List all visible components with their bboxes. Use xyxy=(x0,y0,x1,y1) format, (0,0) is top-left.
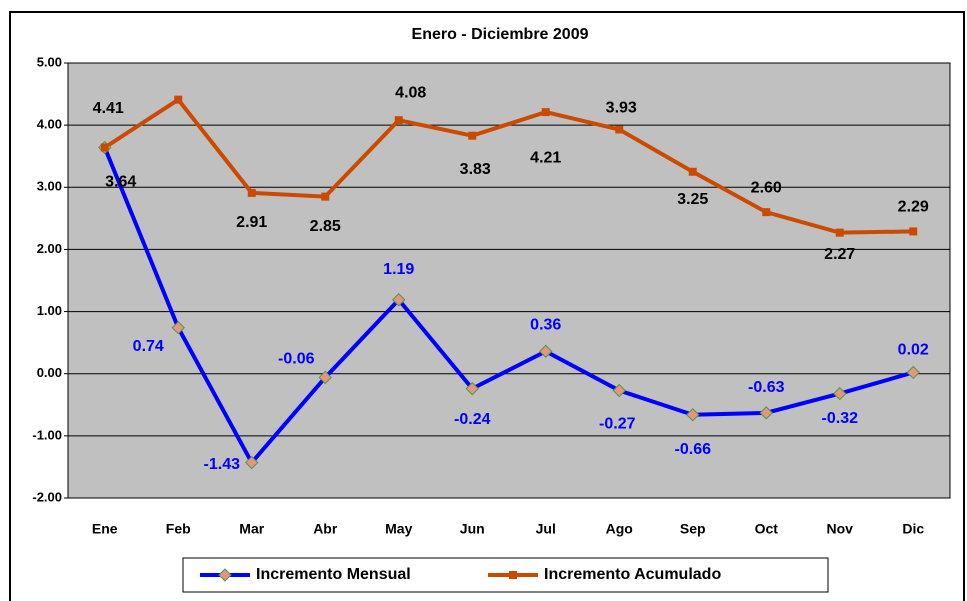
marker xyxy=(686,408,700,422)
y-tick-label: 4.00 xyxy=(37,117,62,132)
series-line xyxy=(103,96,914,235)
data-label: -0.24 xyxy=(454,411,491,428)
marker xyxy=(835,228,844,237)
data-label: 2.29 xyxy=(898,199,929,216)
marker xyxy=(465,381,479,396)
data-label: 3.93 xyxy=(606,100,637,117)
marker xyxy=(909,227,918,236)
marker xyxy=(612,383,626,398)
data-label: 3.64 xyxy=(105,174,136,191)
data-label: 0.74 xyxy=(133,338,164,355)
data-label: 2.60 xyxy=(751,179,782,196)
data-label: 1.19 xyxy=(383,261,414,278)
data-label: -0.06 xyxy=(278,351,315,368)
marker xyxy=(539,344,553,359)
data-label: 3.83 xyxy=(460,161,491,178)
x-tick-label: May xyxy=(385,521,412,537)
marker xyxy=(174,95,183,104)
x-tick-label: Oct xyxy=(755,521,779,537)
marker xyxy=(100,143,109,152)
x-tick-label: Mar xyxy=(239,521,264,537)
marker xyxy=(247,188,256,197)
data-label: 2.91 xyxy=(236,214,267,231)
y-tick-label: 2.00 xyxy=(37,241,62,256)
data-label: 4.08 xyxy=(395,84,426,101)
legend-label: Incremento Acumulado xyxy=(544,566,721,583)
data-label: -0.63 xyxy=(748,379,785,396)
x-tick-label: Feb xyxy=(166,521,191,537)
legend-label: Incremento Mensual xyxy=(256,566,411,583)
data-label: -1.43 xyxy=(204,456,241,473)
y-tick-label: -1.00 xyxy=(32,427,62,442)
marker xyxy=(245,455,259,470)
plot-area xyxy=(67,62,951,499)
marker xyxy=(906,365,920,380)
data-label: 4.21 xyxy=(530,149,561,166)
data-label: -0.66 xyxy=(675,441,712,458)
legend-marker xyxy=(509,571,517,579)
data-label: -0.32 xyxy=(822,410,859,427)
marker xyxy=(321,192,330,201)
marker xyxy=(468,131,477,140)
marker xyxy=(394,116,403,125)
marker xyxy=(318,370,332,385)
marker xyxy=(762,208,771,217)
x-tick-label: Jul xyxy=(536,521,556,537)
data-label: 3.25 xyxy=(677,191,708,208)
y-tick-label: 5.00 xyxy=(37,54,62,69)
x-tick-label: Ago xyxy=(606,521,633,537)
data-label: 2.85 xyxy=(310,218,341,235)
data-label: 4.41 xyxy=(93,100,124,117)
x-tick-label: Abr xyxy=(313,521,338,537)
marker xyxy=(171,321,185,335)
x-tick-label: Ene xyxy=(92,521,118,537)
y-tick-label: -2.00 xyxy=(32,489,62,504)
x-tick-label: Dic xyxy=(902,521,924,537)
x-tick-label: Nov xyxy=(827,521,854,537)
data-label: 0.02 xyxy=(898,342,929,359)
marker xyxy=(392,293,406,307)
y-tick-label: 3.00 xyxy=(37,179,62,194)
data-label: 2.27 xyxy=(824,246,855,263)
y-tick-label: 1.00 xyxy=(37,303,62,318)
x-tick-label: Sep xyxy=(680,521,706,537)
marker xyxy=(541,108,550,117)
marker xyxy=(688,167,697,176)
x-tick-label: Jun xyxy=(460,521,485,537)
marker xyxy=(615,125,624,134)
y-tick-label: 0.00 xyxy=(37,365,62,380)
marker xyxy=(833,386,847,401)
data-label: 0.36 xyxy=(530,317,561,334)
chart-title: Enero - Diciembre 2009 xyxy=(412,26,589,43)
legend-marker xyxy=(218,568,232,582)
series-line xyxy=(102,146,914,467)
marker xyxy=(759,406,773,420)
data-label: -0.27 xyxy=(599,416,636,433)
